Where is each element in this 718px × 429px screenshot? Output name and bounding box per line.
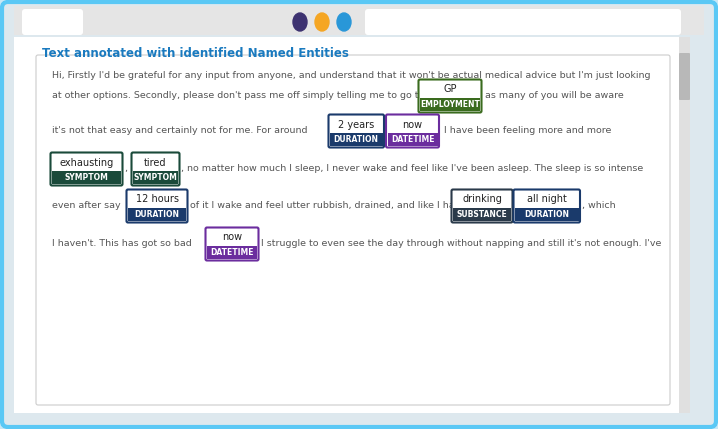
Text: DATETIME: DATETIME xyxy=(391,135,434,144)
FancyBboxPatch shape xyxy=(513,190,580,223)
Ellipse shape xyxy=(337,13,351,31)
Text: SYMPTOM: SYMPTOM xyxy=(134,173,177,182)
FancyBboxPatch shape xyxy=(126,190,187,223)
FancyBboxPatch shape xyxy=(679,37,690,413)
Text: I have been feeling more and more: I have been feeling more and more xyxy=(444,126,611,135)
Text: tired: tired xyxy=(144,157,167,167)
Text: Text annotated with identified Named Entities: Text annotated with identified Named Ent… xyxy=(42,47,349,60)
Bar xyxy=(128,208,186,221)
Text: exhausting: exhausting xyxy=(60,157,113,167)
FancyBboxPatch shape xyxy=(14,6,704,35)
Text: at other options. Secondly, please don't pass me off simply telling me to go to : at other options. Secondly, please don't… xyxy=(52,91,433,100)
Bar xyxy=(330,133,383,146)
FancyBboxPatch shape xyxy=(419,79,482,112)
Text: I struggle to even see the day through without napping and still it's not enough: I struggle to even see the day through w… xyxy=(261,239,661,248)
Text: Hi, Firstly I'd be grateful for any input from anyone, and understand that it wo: Hi, Firstly I'd be grateful for any inpu… xyxy=(52,71,651,80)
Text: it's not that easy and certainly not for me. For around: it's not that easy and certainly not for… xyxy=(52,126,307,135)
Text: now: now xyxy=(222,233,242,242)
Text: of it I wake and feel utter rubbish, drained, and like I have been: of it I wake and feel utter rubbish, dra… xyxy=(190,201,493,210)
Text: DURATION: DURATION xyxy=(524,210,569,219)
FancyBboxPatch shape xyxy=(679,53,690,100)
FancyBboxPatch shape xyxy=(452,190,513,223)
Text: 2 years: 2 years xyxy=(338,120,374,130)
Text: now: now xyxy=(402,120,423,130)
Text: SUBSTANCE: SUBSTANCE xyxy=(457,210,508,219)
Bar xyxy=(420,98,480,111)
FancyBboxPatch shape xyxy=(386,115,439,148)
Bar xyxy=(453,208,511,221)
Text: I haven't. This has got so bad: I haven't. This has got so bad xyxy=(52,239,192,248)
Text: EMPLOYMENT: EMPLOYMENT xyxy=(420,100,480,109)
Text: 12 hours: 12 hours xyxy=(136,194,179,205)
Text: DATETIME: DATETIME xyxy=(210,248,253,257)
FancyBboxPatch shape xyxy=(22,9,83,35)
FancyBboxPatch shape xyxy=(36,55,670,405)
Text: DURATION: DURATION xyxy=(134,210,180,219)
Bar xyxy=(207,246,257,259)
Bar xyxy=(388,133,437,146)
FancyBboxPatch shape xyxy=(329,115,384,148)
Bar xyxy=(515,208,579,221)
Text: ,: , xyxy=(124,164,127,173)
Text: , no matter how much I sleep, I never wake and feel like I've been asleep. The s: , no matter how much I sleep, I never wa… xyxy=(181,164,643,173)
Bar xyxy=(133,171,178,184)
FancyBboxPatch shape xyxy=(131,152,180,185)
Ellipse shape xyxy=(315,13,329,31)
Text: as many of you will be aware: as many of you will be aware xyxy=(485,91,624,100)
Text: GP: GP xyxy=(443,85,457,94)
Bar xyxy=(52,171,121,184)
Ellipse shape xyxy=(293,13,307,31)
FancyBboxPatch shape xyxy=(205,227,258,260)
Text: , which: , which xyxy=(582,201,616,210)
FancyBboxPatch shape xyxy=(14,37,690,413)
FancyBboxPatch shape xyxy=(50,152,123,185)
Text: drinking: drinking xyxy=(462,194,502,205)
FancyBboxPatch shape xyxy=(365,9,681,35)
Circle shape xyxy=(32,16,44,28)
Text: DURATION: DURATION xyxy=(334,135,379,144)
Text: SYMPTOM: SYMPTOM xyxy=(65,173,108,182)
Text: all night: all night xyxy=(527,194,567,205)
Text: even after say: even after say xyxy=(52,201,121,210)
